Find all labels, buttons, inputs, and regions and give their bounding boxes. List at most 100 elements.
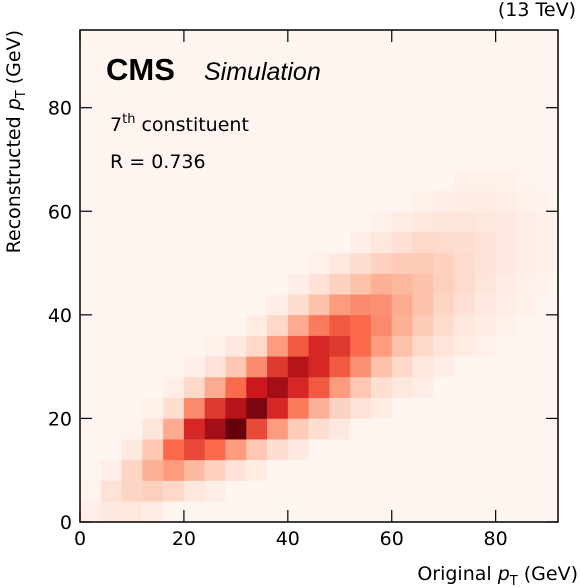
heatmap-cell: [495, 418, 517, 440]
heatmap-cell: [183, 418, 205, 440]
heatmap-cell: [537, 501, 559, 523]
heatmap-cell: [80, 190, 102, 212]
heatmap-cell: [287, 501, 309, 523]
heatmap-cell: [121, 439, 143, 461]
heatmap-cell: [246, 252, 268, 274]
heatmap-cell: [516, 459, 538, 481]
heatmap-cell: [391, 459, 413, 481]
heatmap-cell: [329, 376, 351, 399]
heatmap-cell: [370, 501, 393, 523]
heatmap-cell: [474, 480, 496, 502]
plot-frame: [79, 29, 559, 523]
heatmap-cell: [225, 314, 247, 336]
heatmap-cell: [308, 190, 330, 212]
heatmap-cell: [100, 294, 122, 316]
heatmap-cell: [350, 356, 372, 378]
heatmap-cell: [308, 376, 330, 399]
heatmap-cell: [183, 335, 205, 357]
heatmap-cell: [121, 252, 143, 274]
heatmap-cell: [412, 231, 434, 253]
heatmap-cell: [308, 397, 330, 419]
heatmap-cell: [100, 459, 122, 481]
heatmap-cell: [454, 169, 476, 191]
heatmap-cell: [287, 314, 309, 336]
heatmap-cell: [204, 314, 226, 336]
heatmap-cell: [142, 252, 164, 274]
heatmap-cell: [183, 459, 205, 481]
heatmap-cell: [391, 501, 413, 523]
heatmap-cell: [350, 480, 372, 502]
heatmap-cell: [516, 439, 538, 461]
heatmap-cell: [225, 480, 247, 502]
heatmap-cell: [308, 501, 330, 523]
heatmap-cell: [225, 335, 247, 357]
heatmap-cell: [391, 273, 413, 295]
heatmap-cell: [246, 294, 268, 316]
heatmap-cell: [516, 314, 538, 336]
heatmap-cell: [391, 397, 413, 419]
heatmap-cell: [391, 294, 413, 316]
heatmap-cell: [80, 439, 102, 461]
heatmap-cell: [287, 439, 309, 461]
heatmap-cell: [454, 231, 476, 253]
heatmap-cell: [391, 231, 413, 253]
heatmap-cell: [537, 252, 559, 274]
heatmap-cell: [474, 211, 496, 233]
heatmap-cell: [433, 190, 455, 212]
heatmap-cell: [412, 335, 434, 357]
heatmap-cell: [495, 294, 517, 316]
heatmap-cell: [537, 397, 559, 419]
heatmap-cell: [537, 211, 559, 233]
heatmap-cell: [329, 439, 351, 461]
heatmap-cell: [495, 501, 517, 523]
heatmap-cell: [267, 190, 289, 212]
heatmap-cell: [204, 211, 226, 233]
heatmap-cell: [204, 376, 226, 399]
heatmap-cell: [225, 273, 247, 295]
heatmap-cell: [142, 356, 164, 378]
heatmap-cell: [474, 231, 496, 253]
heatmap-cell: [121, 480, 143, 502]
heatmap-cell: [80, 501, 102, 523]
heatmap-cell: [308, 231, 330, 253]
heatmap-cell: [100, 335, 122, 357]
heatmap-cell: [267, 169, 289, 191]
experiment-note: Simulation: [204, 58, 321, 86]
heatmap-cell: [537, 376, 559, 399]
heatmap-cell: [80, 397, 102, 419]
heatmap-cell: [433, 273, 455, 295]
heatmap-cell: [246, 397, 268, 419]
heatmap-cell: [204, 294, 226, 316]
heatmap-cell: [308, 439, 330, 461]
heatmap-cell: [204, 169, 226, 191]
heatmap-cell: [412, 418, 434, 440]
heatmap-cell: [308, 356, 330, 378]
heatmap-cell: [163, 252, 185, 274]
heatmap-cell: [163, 480, 185, 502]
heatmap-cell: [100, 397, 122, 419]
heatmap-cell: [80, 335, 102, 357]
heatmap-cell: [100, 314, 122, 336]
heatmap-cell: [100, 501, 122, 523]
heatmap-cell: [121, 418, 143, 440]
label-text: (GeV): [3, 30, 25, 90]
annotation-sup: th: [122, 112, 135, 127]
heatmap-cell: [495, 252, 517, 274]
heatmap-cell: [329, 273, 351, 295]
heatmap-cell: [433, 376, 455, 399]
heatmap-cell: [370, 314, 393, 336]
heatmap-cell: [225, 501, 247, 523]
heatmap-cell: [329, 335, 351, 357]
heatmap-cell: [246, 459, 268, 481]
heatmap-cell: [267, 397, 289, 419]
heatmap-cell: [391, 376, 413, 399]
heatmap-cell: [433, 356, 455, 378]
heatmap-cell: [370, 252, 393, 274]
heatmap-cell: [267, 211, 289, 233]
heatmap-cell: [412, 356, 434, 378]
energy-label: (13 TeV): [498, 0, 576, 21]
heatmap-cell: [350, 418, 372, 440]
heatmap-cell: [412, 169, 434, 191]
heatmap-cell: [225, 294, 247, 316]
heatmap-cell: [433, 335, 455, 357]
